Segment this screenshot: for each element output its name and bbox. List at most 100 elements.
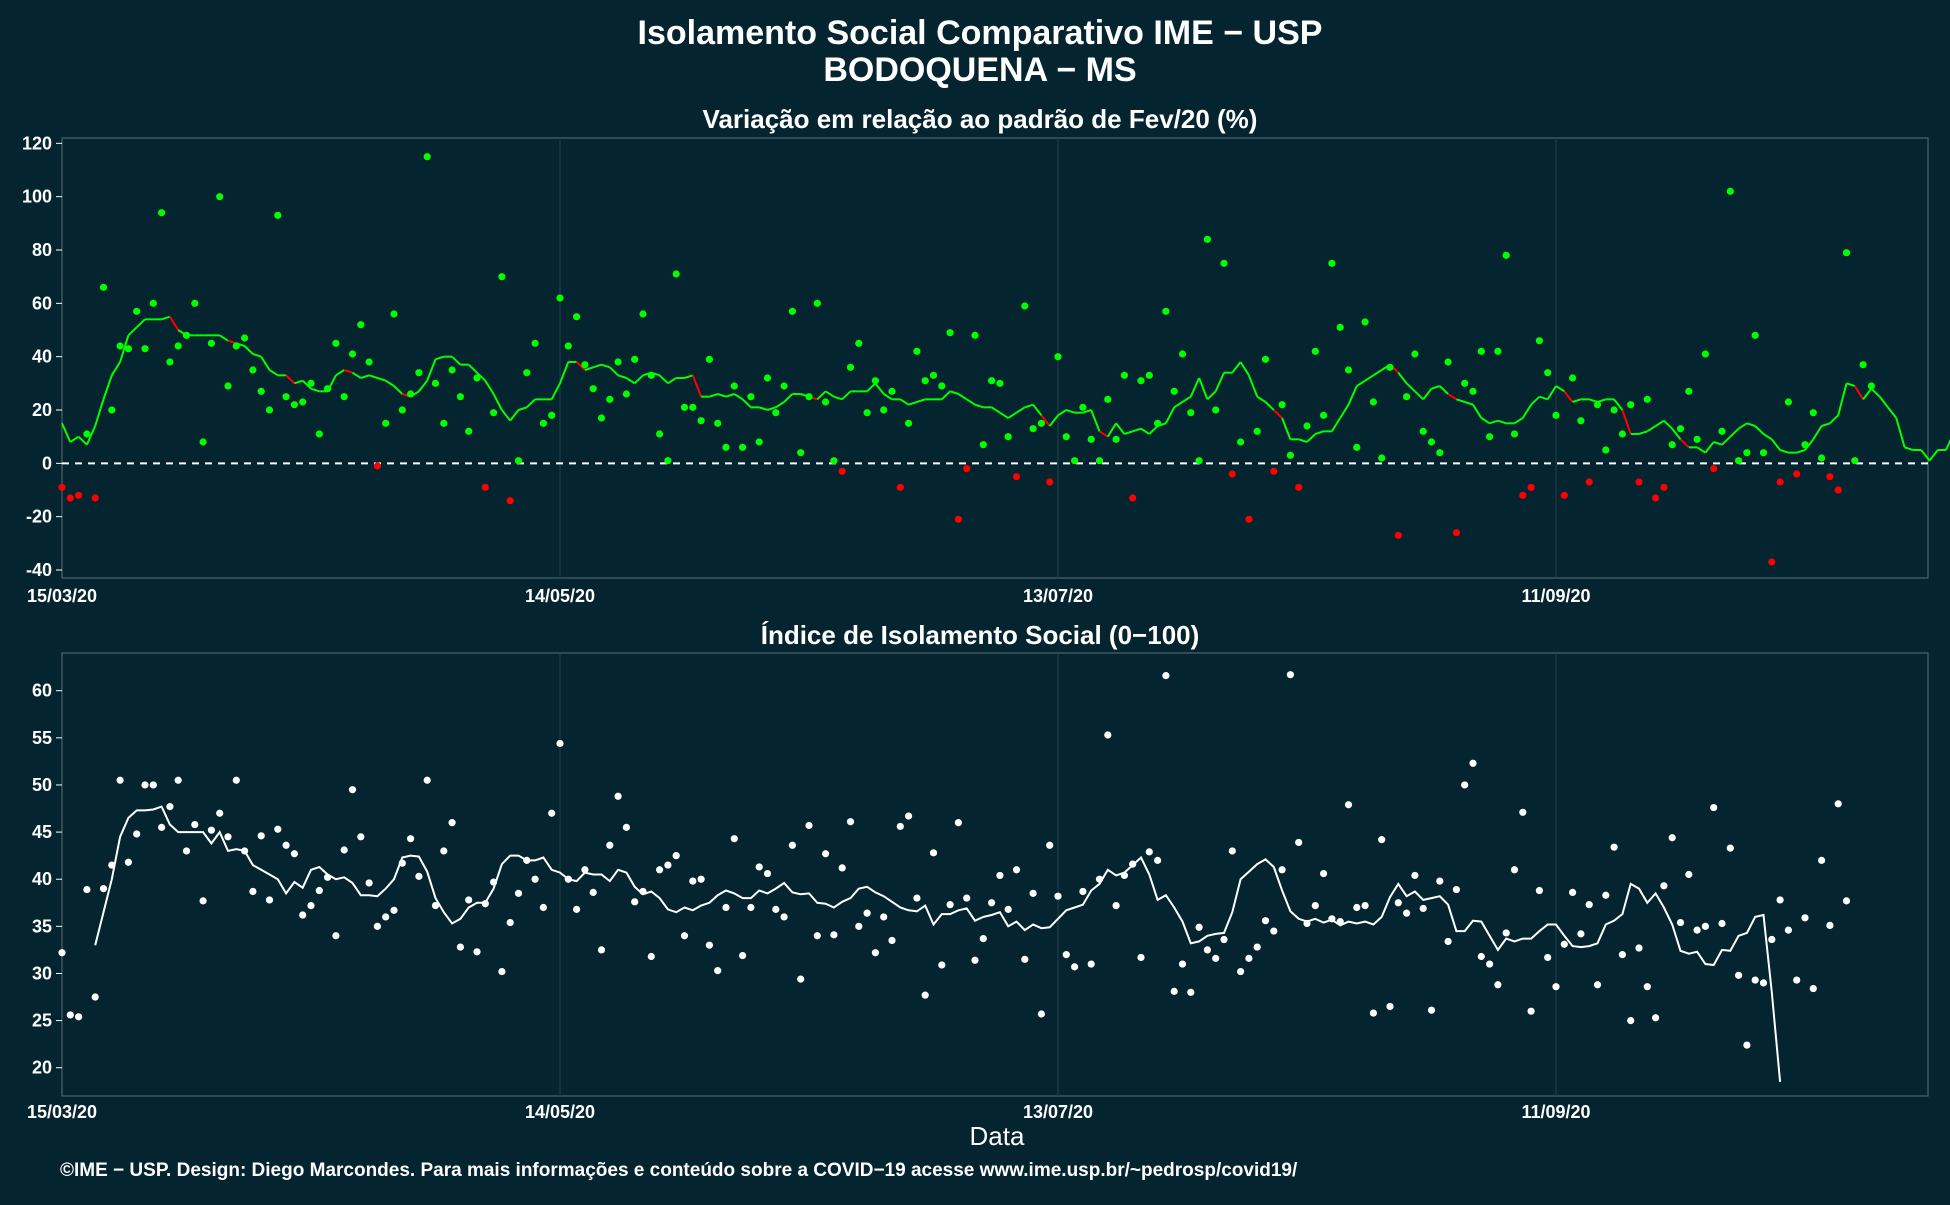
data-point (514, 889, 523, 897)
data-point (838, 467, 846, 475)
data-point (1170, 987, 1178, 995)
data-point (896, 483, 904, 491)
moving-average-segment (609, 366, 619, 377)
data-point (1776, 478, 1784, 486)
moving-average-segment (484, 380, 495, 395)
moving-average-segment (476, 371, 486, 382)
panel2-title: Índice de Isolamento Social (0−100) (761, 620, 1200, 650)
data-point (1751, 331, 1759, 339)
data-point (490, 878, 498, 886)
data-point (1726, 844, 1734, 852)
data-point (714, 419, 722, 427)
data-point (1461, 781, 1469, 789)
data-point (390, 906, 398, 914)
moving-average-segment (1721, 435, 1731, 446)
moving-average-segment (1696, 446, 1706, 454)
data-point (1353, 903, 1361, 912)
moving-average-segment (733, 393, 744, 401)
data-point (307, 379, 315, 387)
data-point (182, 331, 191, 339)
data-point (1336, 323, 1344, 331)
moving-average-segment (1489, 419, 1499, 425)
data-point (332, 932, 340, 940)
moving-average-segment (1298, 438, 1308, 443)
data-point (805, 393, 813, 401)
data-point (1120, 871, 1128, 880)
data-point (1718, 919, 1726, 928)
data-point (1427, 438, 1436, 446)
moving-average-segment (1231, 361, 1242, 374)
data-point (1320, 411, 1328, 419)
moving-average-segment (1671, 428, 1682, 440)
data-point (290, 401, 298, 409)
data-point (340, 393, 348, 401)
moving-average-segment (1679, 438, 1690, 449)
x-tick-label: 13/07/20 (1023, 1102, 1093, 1122)
data-point (332, 339, 340, 347)
moving-average-segment (110, 361, 121, 376)
moving-average-segment (1796, 449, 1806, 454)
data-point (1411, 350, 1419, 358)
data-point (1004, 433, 1012, 441)
moving-average-segment (866, 382, 877, 393)
data-point (1477, 347, 1485, 355)
data-point (1527, 483, 1535, 491)
data-point (622, 390, 631, 398)
data-point (1245, 515, 1253, 523)
data-point (357, 833, 365, 841)
data-point (1046, 478, 1054, 486)
moving-average-segment (974, 403, 984, 409)
moving-average-segment (451, 355, 462, 366)
data-point (1693, 435, 1701, 443)
data-point (772, 905, 780, 913)
data-point (971, 956, 979, 964)
moving-average-segment (691, 374, 703, 398)
moving-average-segment (899, 398, 910, 406)
data-point (124, 858, 132, 866)
data-point (548, 411, 556, 419)
x-tick-label: 11/09/20 (1521, 586, 1590, 606)
data-point (705, 355, 714, 363)
moving-average-segment (385, 379, 395, 387)
data-point (1618, 951, 1626, 959)
data-point (523, 369, 531, 377)
moving-average-segment (1414, 390, 1424, 401)
data-point (133, 830, 141, 838)
moving-average-segment (1065, 409, 1075, 414)
moving-average-segment (957, 393, 968, 401)
moving-average-segment (161, 315, 171, 321)
x-tick-label: 11/09/20 (1521, 1102, 1590, 1122)
data-point (348, 350, 357, 358)
moving-average-segment (559, 361, 570, 384)
panel2-frame (61, 652, 1929, 1097)
data-point (1718, 427, 1726, 435)
data-point (473, 948, 481, 956)
data-point (1643, 983, 1651, 991)
moving-average-segment (1115, 422, 1126, 435)
moving-average-segment (1539, 395, 1549, 401)
data-point (1585, 901, 1593, 909)
moving-average-segment (1206, 390, 1217, 401)
data-point (415, 872, 423, 880)
moving-average-segment (883, 393, 893, 401)
data-point (58, 949, 66, 957)
y-tick-label: 100 (22, 187, 52, 207)
data-point (581, 361, 589, 369)
data-point (905, 812, 913, 820)
data-point (1635, 944, 1643, 952)
moving-average-line (94, 805, 1782, 1082)
data-point (1386, 363, 1394, 371)
data-point (1162, 307, 1170, 315)
data-point (1834, 486, 1842, 494)
data-point (1842, 897, 1851, 905)
data-point (1826, 921, 1834, 929)
data-point (290, 850, 298, 858)
moving-average-segment (775, 401, 785, 409)
data-point (589, 888, 597, 897)
data-point (299, 398, 307, 406)
data-point (1012, 473, 1021, 481)
data-point (1295, 838, 1303, 847)
data-point (1286, 451, 1294, 459)
